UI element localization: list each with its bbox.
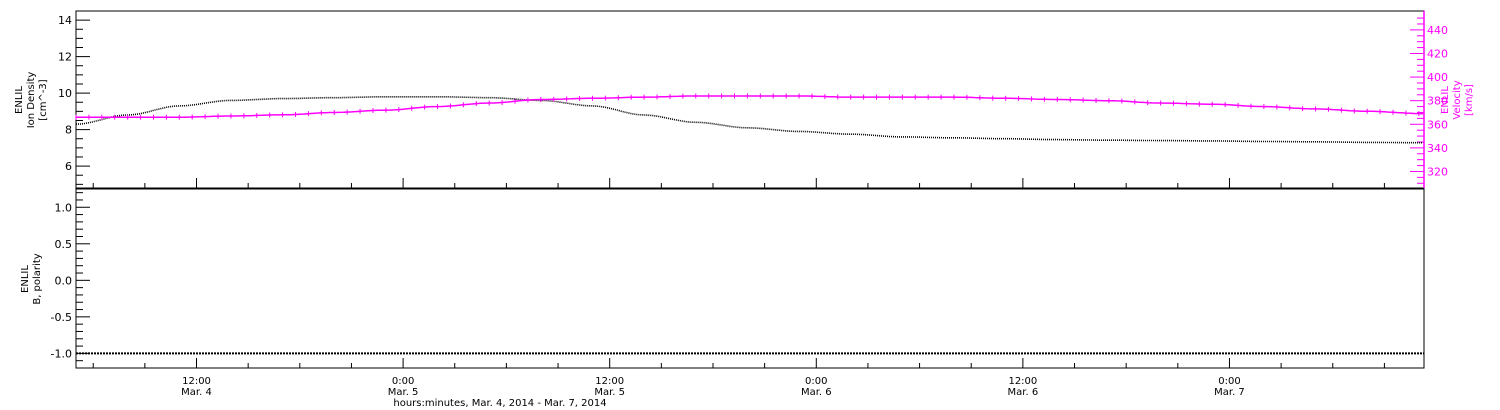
polarity-ylabel: ENLIL B, polarity bbox=[20, 253, 43, 304]
density-ylabel: ENLIL Ion Density [cm^-3] bbox=[14, 72, 49, 129]
polarity-ylabel-line2: B, polarity bbox=[32, 253, 43, 304]
density-ytick-label: 10 bbox=[58, 87, 72, 100]
x-tick-date-label: Mar. 4 bbox=[181, 387, 212, 398]
x-tick-time-label: 12:00 bbox=[595, 376, 624, 387]
x-tick-date-label: Mar. 6 bbox=[1008, 387, 1039, 398]
velocity-series bbox=[75, 93, 1424, 120]
density-ylabel-line1: ENLIL bbox=[14, 86, 25, 114]
velocity-ytick-label: 360 bbox=[1427, 118, 1448, 131]
density-velocity-panel: 6 8 10 12 14 320 340 360 380 400 420 440 bbox=[58, 10, 1448, 189]
x-tick-date-label: Mar. 6 bbox=[801, 387, 832, 398]
velocity-ylabel-line2: Velocity bbox=[1452, 80, 1463, 119]
density-ytick-label: 14 bbox=[58, 14, 72, 27]
velocity-ytick-label: 340 bbox=[1427, 142, 1448, 155]
density-ytick-label: 8 bbox=[65, 124, 72, 137]
x-tick-time-label: 0:00 bbox=[805, 376, 827, 387]
velocity-ytick-label: 420 bbox=[1427, 47, 1448, 60]
polarity-panel: -1.0 -0.5 0.0 0.5 1.0 bbox=[51, 188, 1425, 369]
density-panel-frame bbox=[75, 10, 1425, 189]
x-tick-date-label: Mar. 5 bbox=[388, 387, 419, 398]
x-tick-time-label: 12:00 bbox=[182, 376, 211, 387]
polarity-ytick-label: 0.5 bbox=[55, 238, 73, 251]
velocity-ylabel-line3: [km/s] bbox=[1464, 84, 1475, 116]
x-tick-time-label: 12:00 bbox=[1008, 376, 1037, 387]
polarity-ytick-label: -0.5 bbox=[51, 311, 72, 324]
polarity-panel-frame bbox=[75, 188, 1425, 369]
velocity-ytick-label: 380 bbox=[1427, 95, 1448, 108]
density-ylabel-line2: Ion Density bbox=[26, 72, 37, 129]
polarity-ytick-label: 1.0 bbox=[55, 201, 73, 214]
polarity-ytick-label: 0.0 bbox=[55, 274, 73, 287]
density-ytick-label: 12 bbox=[58, 51, 72, 64]
x-tick-time-label: 0:00 bbox=[1218, 376, 1240, 387]
x-tick-time-label: 0:00 bbox=[392, 376, 414, 387]
velocity-ylabel-line1: ENLIL bbox=[1440, 86, 1451, 114]
density-ylabel-line3: [cm^-3] bbox=[38, 79, 49, 120]
velocity-series-line bbox=[76, 95, 1424, 118]
density-ytick-label: 6 bbox=[65, 160, 72, 173]
polarity-ylabel-line1: ENLIL bbox=[20, 265, 31, 293]
velocity-ytick-label: 400 bbox=[1427, 71, 1448, 84]
velocity-ytick-label: 440 bbox=[1427, 24, 1448, 37]
x-axis-label: hours:minutes, Mar. 4, 2014 - Mar. 7, 20… bbox=[393, 398, 606, 409]
polarity-ytick-label: -1.0 bbox=[51, 347, 72, 360]
velocity-ylabel: ENLIL Velocity [km/s] bbox=[1440, 80, 1475, 119]
density-series-line bbox=[75, 96, 1424, 144]
x-tick-date-label: Mar. 7 bbox=[1214, 387, 1245, 398]
velocity-ytick-label: 320 bbox=[1427, 165, 1448, 178]
x-tick-date-label: Mar. 5 bbox=[594, 387, 625, 398]
